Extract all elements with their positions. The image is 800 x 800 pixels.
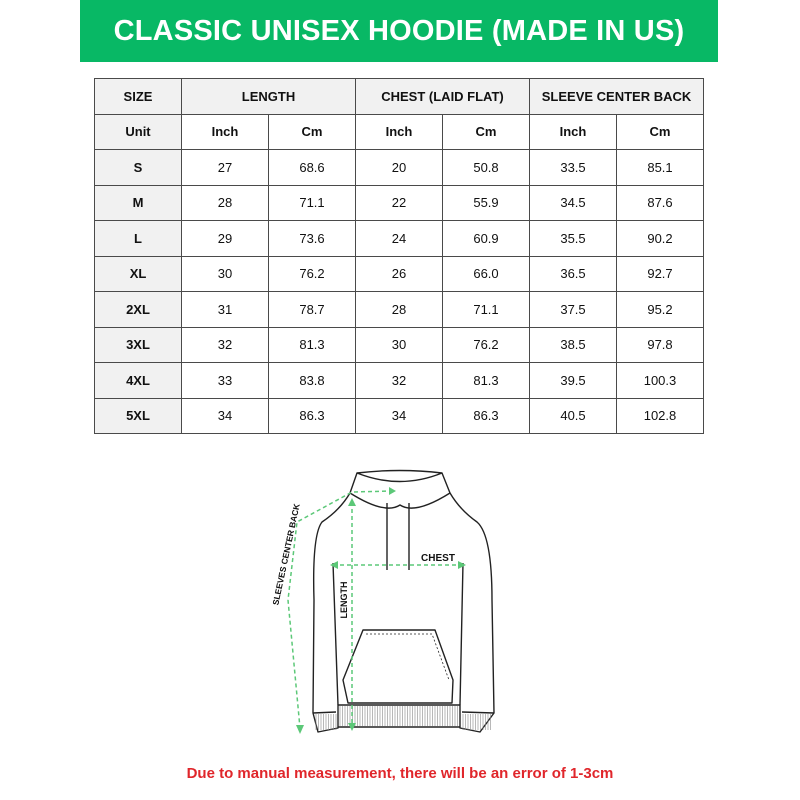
value-cell: 85.1 <box>616 149 704 186</box>
value-cell: 68.6 <box>268 149 356 186</box>
size-cell: 3XL <box>94 326 182 363</box>
value-cell: 29 <box>181 220 269 257</box>
value-cell: 78.7 <box>268 291 356 328</box>
value-cell: 86.3 <box>268 397 356 434</box>
value-cell: 60.9 <box>442 220 530 257</box>
sleeve-label: SLEEVES CENTER BACK <box>270 502 301 606</box>
unit-cell: Inch <box>529 113 617 150</box>
value-cell: 35.5 <box>529 220 617 257</box>
size-cell: 4XL <box>94 362 182 399</box>
size-chart-table: SIZE LENGTH CHEST (LAID FLAT) SLEEVE CEN… <box>94 78 704 434</box>
unit-cell: Inch <box>181 113 269 150</box>
table-row: 3XL 32 81.3 30 76.2 38.5 97.8 <box>94 326 704 363</box>
unit-cell: Unit <box>94 113 182 150</box>
value-cell: 38.5 <box>529 326 617 363</box>
value-cell: 32 <box>181 326 269 363</box>
value-cell: 22 <box>355 184 443 221</box>
value-cell: 76.2 <box>268 255 356 292</box>
value-cell: 33 <box>181 362 269 399</box>
unit-cell: Cm <box>268 113 356 150</box>
header-chest: CHEST (LAID FLAT) <box>355 78 530 115</box>
value-cell: 81.3 <box>268 326 356 363</box>
value-cell: 28 <box>355 291 443 328</box>
measurement-note: Due to manual measurement, there will be… <box>186 765 614 782</box>
header-length: LENGTH <box>181 78 356 115</box>
unit-cell: Cm <box>442 113 530 150</box>
size-cell: 5XL <box>94 397 182 434</box>
value-cell: 102.8 <box>616 397 704 434</box>
value-cell: 83.8 <box>268 362 356 399</box>
value-cell: 36.5 <box>529 255 617 292</box>
table-row: L 29 73.6 24 60.9 35.5 90.2 <box>94 220 704 257</box>
unit-row: Unit Inch Cm Inch Cm Inch Cm <box>94 113 704 150</box>
header-sleeve: SLEEVE CENTER BACK <box>529 78 704 115</box>
value-cell: 73.6 <box>268 220 356 257</box>
group-header-row: SIZE LENGTH CHEST (LAID FLAT) SLEEVE CEN… <box>94 78 704 115</box>
size-cell: S <box>94 149 182 186</box>
ribbing <box>315 706 491 730</box>
size-cell: XL <box>94 255 182 292</box>
page-title: CLASSIC UNISEX HOODIE (MADE IN US) <box>80 0 718 62</box>
value-cell: 30 <box>181 255 269 292</box>
value-cell: 86.3 <box>442 397 530 434</box>
value-cell: 26 <box>355 255 443 292</box>
value-cell: 55.9 <box>442 184 530 221</box>
value-cell: 95.2 <box>616 291 704 328</box>
value-cell: 28 <box>181 184 269 221</box>
table-row: M 28 71.1 22 55.9 34.5 87.6 <box>94 184 704 221</box>
value-cell: 90.2 <box>616 220 704 257</box>
length-label: LENGTH <box>339 582 349 619</box>
unit-cell: Inch <box>355 113 443 150</box>
chest-label: CHEST <box>421 553 455 564</box>
value-cell: 34 <box>181 397 269 434</box>
table-row: 5XL 34 86.3 34 86.3 40.5 102.8 <box>94 397 704 434</box>
value-cell: 40.5 <box>529 397 617 434</box>
value-cell: 32 <box>355 362 443 399</box>
value-cell: 92.7 <box>616 255 704 292</box>
value-cell: 97.8 <box>616 326 704 363</box>
value-cell: 34 <box>355 397 443 434</box>
value-cell: 24 <box>355 220 443 257</box>
header-size: SIZE <box>94 78 182 115</box>
measure-lines <box>287 490 463 729</box>
size-cell: 2XL <box>94 291 182 328</box>
value-cell: 71.1 <box>442 291 530 328</box>
value-cell: 37.5 <box>529 291 617 328</box>
measure-arrows <box>296 487 466 734</box>
value-cell: 20 <box>355 149 443 186</box>
size-cell: M <box>94 184 182 221</box>
hoodie-outline <box>312 469 495 733</box>
